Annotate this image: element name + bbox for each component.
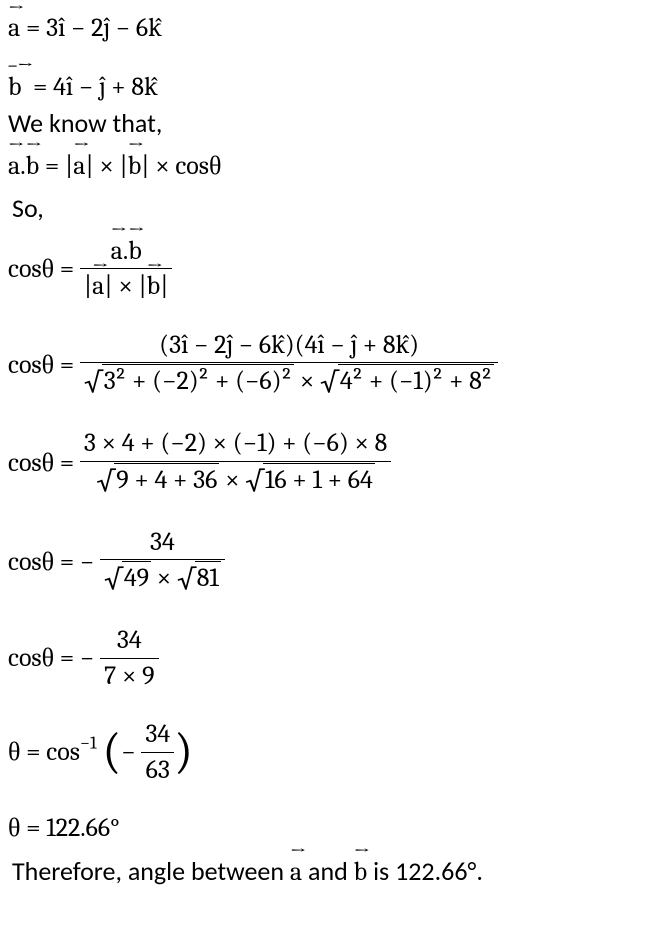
fraction: 34 63 — [141, 718, 174, 786]
denominator: √49 × √81 — [100, 560, 225, 598]
eq-dot-rule: →a.→b = |→a| × |→b| × cosθ — [8, 150, 651, 183]
numerator: 34 — [100, 624, 159, 659]
eq-a-rhs: = 3î − 2ĵ − 6k̂ — [26, 13, 162, 43]
denominator: |→a| × |→b| — [80, 269, 173, 303]
eq-cos-formula: cosθ = →a.→b |→a| × |→b| — [8, 235, 651, 303]
text-so: So, — [8, 192, 651, 225]
eq-step1: cosθ = (3î − 2ĵ − 6k̂)(4î − ĵ + 8k̂) √3²… — [8, 329, 651, 402]
sqrt-icon: √3² + (−2)² + (−6)² — [84, 364, 294, 401]
numerator: 34 — [141, 718, 174, 753]
sqrt-icon: √81 — [177, 561, 221, 598]
arrow-icon: → — [8, 1, 20, 18]
eq-step4: cosθ = − 34 7 × 9 — [8, 624, 651, 692]
sup: −1 — [80, 732, 97, 753]
eq: = — [45, 151, 65, 181]
eq-vector-a: → a = 3î − 2ĵ − 6k̂ — [8, 12, 651, 45]
fraction: 34 7 × 9 — [100, 624, 159, 692]
lhs: cosθ = − — [8, 643, 100, 673]
denominator: 7 × 9 — [100, 659, 159, 693]
eq-vector-b: −→ b = 4î − ĵ + 8k̂ — [8, 71, 651, 104]
denominator: √9 + 4 + 36 × √16 + 1 + 64 — [80, 462, 391, 500]
sqrt-icon: √9 + 4 + 36 — [96, 463, 219, 500]
sqrt-icon: √49 — [104, 561, 151, 598]
lhs: cosθ = — [8, 448, 80, 478]
vec-b: −→ b — [8, 71, 22, 104]
eq-theta-inverse: θ = cos−1 (− 34 63 ) — [8, 718, 651, 786]
vec-a: →a — [73, 150, 85, 183]
denominator: √3² + (−2)² + (−6)² × √4² + (−1)² + 8² — [80, 363, 498, 401]
arrow-icon: −→ — [7, 59, 32, 75]
numerator: 34 — [100, 526, 225, 561]
sqrt-icon: √16 + 1 + 64 — [245, 463, 375, 500]
eq-step2: cosθ = 3 × 4 + (−2) × (−1) + (−6) × 8 √9… — [8, 427, 651, 500]
conclusion-mid: and — [302, 855, 354, 887]
vec-b: →b — [26, 150, 40, 183]
vec-b: →b — [128, 150, 142, 183]
lhs: cosθ = — [8, 350, 80, 380]
conclusion-post: is 122.66°. — [367, 855, 483, 887]
eq-theta-value: θ = 122.66° — [8, 812, 651, 845]
text-we-know: We know that, — [8, 107, 651, 140]
denominator: 63 — [141, 753, 174, 787]
vec-a: →a — [8, 150, 20, 183]
fraction: 3 × 4 + (−2) × (−1) + (−6) × 8 √9 + 4 + … — [80, 427, 391, 500]
conclusion-pre: Therefore, angle between — [12, 855, 290, 887]
lhs: cosθ = — [8, 253, 80, 283]
paren-left-icon: ( — [102, 724, 121, 780]
fraction: 34 √49 × √81 — [100, 526, 225, 599]
eq-b-rhs: = 4î − ĵ + 8k̂ — [33, 72, 158, 102]
paren-right-icon: ) — [174, 724, 193, 780]
lhs: cosθ = − — [8, 547, 100, 577]
eq-step3: cosθ = − 34 √49 × √81 — [8, 526, 651, 599]
lhs: θ = cos — [8, 737, 80, 767]
conclusion: Therefore, angle between →a and →b is 12… — [8, 855, 651, 889]
numerator: 3 × 4 + (−2) × (−1) + (−6) × 8 — [80, 427, 391, 462]
sqrt-icon: √4² + (−1)² + 8² — [320, 364, 494, 401]
numerator: (3î − 2ĵ − 6k̂)(4î − ĵ + 8k̂) — [80, 329, 498, 364]
fraction: →a.→b |→a| × |→b| — [80, 235, 173, 303]
vec-a: → a — [8, 12, 20, 45]
fraction: (3î − 2ĵ − 6k̂)(4î − ĵ + 8k̂) √3² + (−2)… — [80, 329, 498, 402]
